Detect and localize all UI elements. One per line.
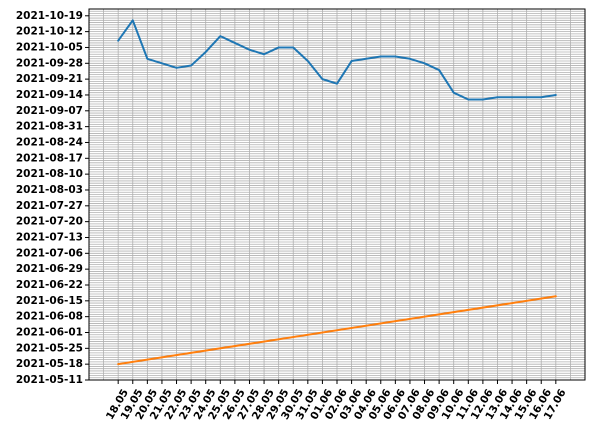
series-line-2: [117, 295, 557, 366]
y-tick-label: 2021-06-01: [16, 326, 83, 338]
x-axis: 18.0519.0520.0521.0522.0523.0524.0525.05…: [104, 380, 569, 422]
y-tick-label: 2021-08-17: [16, 152, 83, 164]
y-tick-label: 2021-05-11: [16, 374, 83, 386]
y-tick-label: 2021-09-07: [16, 105, 83, 117]
y-tick-label: 2021-07-06: [16, 247, 83, 259]
y-tick-label: 2021-09-14: [16, 89, 83, 101]
series-line-1: [117, 19, 557, 101]
y-tick-label: 2021-05-18: [16, 358, 83, 370]
grid: [88, 8, 586, 381]
y-tick-label: 2021-07-20: [16, 216, 83, 228]
y-axis: 2021-05-11 2021-05-18 2021-05-25 2021-06-01…: [16, 10, 89, 386]
y-tick-label: 2021-08-03: [16, 184, 83, 196]
series-layer: [117, 19, 557, 366]
y-tick-label: 2021-06-29: [16, 263, 83, 275]
y-tick-label: 2021-10-05: [16, 41, 83, 53]
y-tick-label: 2021-08-31: [16, 121, 83, 133]
y-tick-label: 2021-09-28: [16, 57, 83, 69]
y-tick-label: 2021-10-12: [16, 26, 83, 38]
y-tick-label: 2021-09-21: [16, 73, 83, 85]
y-tick-label: 2021-08-24: [16, 136, 83, 148]
y-tick-label: 2021-07-13: [16, 231, 83, 243]
y-tick-label: 2021-06-22: [16, 279, 83, 291]
y-tick-label: 2021-08-10: [16, 168, 83, 180]
y-tick-label: 2021-10-19: [16, 10, 83, 22]
y-tick-label: 2021-06-15: [16, 295, 83, 307]
y-tick-label: 2021-07-27: [16, 200, 83, 212]
y-tick-label: 2021-05-25: [16, 342, 83, 354]
y-tick-label: 2021-06-08: [16, 311, 83, 323]
